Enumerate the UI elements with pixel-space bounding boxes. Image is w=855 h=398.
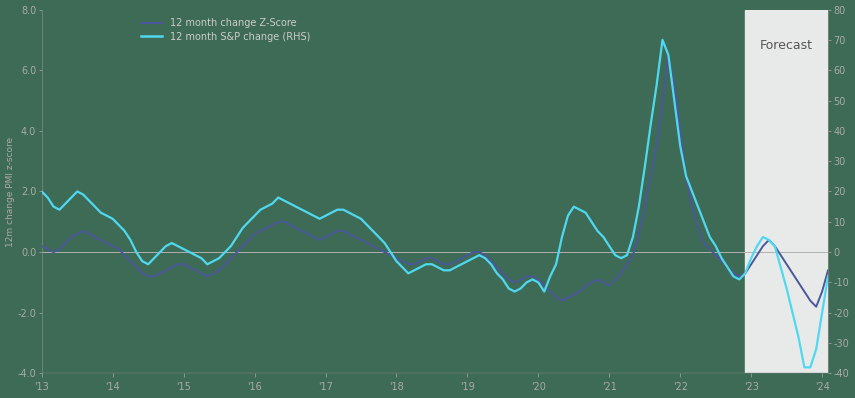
Text: Forecast: Forecast — [760, 39, 813, 52]
Y-axis label: 12m change PMI z-score: 12m change PMI z-score — [5, 137, 15, 246]
Bar — [746, 10, 828, 373]
Legend: 12 month change Z-Score, 12 month S&P change (RHS): 12 month change Z-Score, 12 month S&P ch… — [141, 18, 310, 42]
